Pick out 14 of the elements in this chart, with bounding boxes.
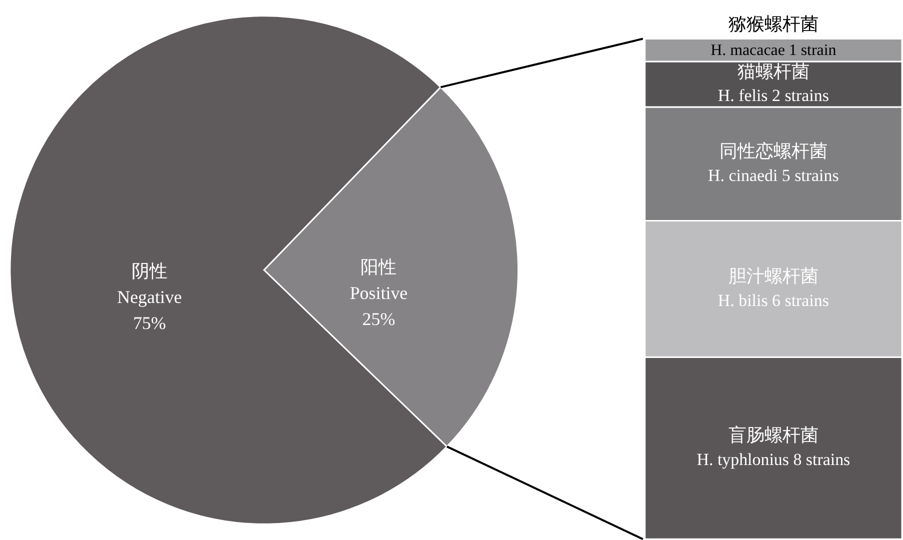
data-label: H. cinaedi 5 strains: [708, 166, 839, 185]
data-label: H. macacae 1 strain: [710, 42, 836, 60]
series-label: 猕猴螺杆菌: [728, 14, 818, 34]
series-label: 猫螺杆菌: [737, 61, 810, 82]
series-label: 胆汁螺杆菌: [728, 266, 818, 286]
series-label: 盲肠螺杆菌: [728, 425, 818, 446]
series-label: 同性恋螺杆菌: [719, 140, 828, 161]
slice-label: 阴性 Negative: [117, 260, 182, 307]
data-label: 25%: [362, 308, 396, 329]
data-label: H. typhlonius 8 strains: [696, 450, 850, 470]
slice-label: 阳性 Positive: [350, 256, 408, 303]
data-label: H. bilis 6 strains: [718, 290, 829, 310]
data-label: 75%: [133, 312, 166, 333]
data-label: H. felis 2 strains: [718, 86, 829, 106]
